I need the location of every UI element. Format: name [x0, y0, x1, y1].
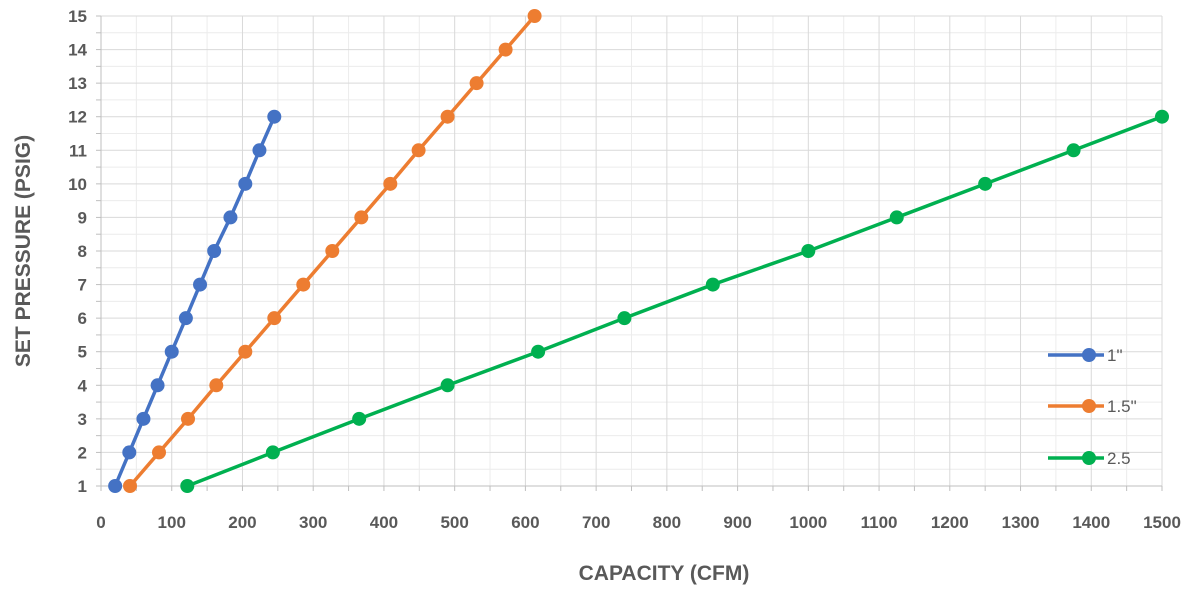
- x-tick-label: 900: [723, 513, 751, 532]
- data-point: [411, 143, 426, 158]
- data-point: [978, 176, 993, 191]
- data-point: [265, 445, 280, 460]
- series-line: [186, 115, 1163, 488]
- data-point: [267, 311, 282, 326]
- y-tick-label: 12: [68, 108, 87, 127]
- y-tick-label: 4: [78, 376, 88, 395]
- y-tick-label: 3: [78, 410, 87, 429]
- data-point: [498, 42, 513, 57]
- data-point: [180, 479, 195, 493]
- legend: 1" 1.5" 2.5: [1048, 346, 1137, 468]
- x-tick-label: 1400: [1072, 513, 1110, 532]
- data-point: [705, 277, 720, 292]
- data-point: [440, 109, 455, 124]
- data-point: [123, 479, 138, 493]
- data-point: [150, 378, 165, 393]
- x-tick-label: 800: [653, 513, 681, 532]
- x-tick-labels: 0 100 200 300 400 500 600 700 800 900 1000 1100 1200…: [96, 513, 1181, 532]
- legend-marker: [1082, 348, 1096, 362]
- x-tick-label: 1100: [861, 513, 898, 532]
- data-point: [181, 411, 196, 426]
- y-tick-label: 8: [78, 242, 87, 261]
- data-point: [207, 244, 222, 258]
- x-tick-label: 200: [228, 513, 256, 532]
- x-tick-label: 400: [370, 513, 398, 532]
- y-tick-label: 13: [68, 74, 87, 93]
- data-point: [617, 311, 632, 326]
- series-1: [108, 109, 282, 493]
- data-point: [440, 378, 455, 393]
- data-point: [178, 311, 193, 326]
- x-tick-label: 0: [96, 513, 105, 532]
- x-tick-label: 300: [299, 513, 327, 532]
- data-point: [383, 176, 398, 191]
- y-tick-label: 10: [68, 175, 87, 194]
- data-point: [193, 277, 208, 292]
- legend-entry: 2.5: [1048, 449, 1131, 468]
- data-point: [296, 277, 311, 292]
- data-point: [352, 411, 367, 426]
- y-tick-label: 1: [78, 477, 87, 496]
- x-tick-label: 100: [158, 513, 186, 532]
- legend-marker: [1082, 451, 1096, 465]
- legend-marker: [1082, 399, 1096, 413]
- x-tick-label: 1000: [789, 513, 827, 532]
- y-tick-label: 7: [78, 276, 87, 295]
- grid: [96, 15, 1163, 491]
- y-tick-label: 2: [78, 443, 87, 462]
- data-point: [527, 9, 542, 23]
- data-point: [889, 210, 904, 225]
- x-tick-label: 1200: [931, 513, 969, 532]
- series-group: [108, 9, 1169, 493]
- y-tick-label: 9: [78, 208, 87, 227]
- y-axis-title: SET PRESSURE (PSIG): [12, 135, 35, 367]
- data-point: [152, 445, 167, 460]
- data-point: [252, 143, 267, 158]
- data-point: [267, 109, 282, 124]
- data-point: [238, 344, 253, 359]
- data-point: [223, 210, 238, 225]
- legend-entry: 1.5": [1048, 397, 1137, 416]
- series-3: [180, 109, 1169, 493]
- data-point: [209, 378, 224, 393]
- data-point: [164, 344, 179, 359]
- series-2: [123, 9, 542, 493]
- legend-label: 2.5: [1107, 449, 1131, 468]
- x-tick-label: 1300: [1002, 513, 1040, 532]
- y-tick-label: 11: [69, 141, 87, 160]
- x-tick-label: 600: [511, 513, 539, 532]
- legend-label: 1": [1107, 346, 1123, 365]
- x-tick-label: 1500: [1143, 513, 1181, 532]
- data-point: [122, 445, 137, 460]
- legend-entry: 1": [1048, 346, 1123, 365]
- data-point: [136, 411, 151, 426]
- data-point: [238, 176, 253, 191]
- data-point: [801, 244, 816, 258]
- data-point: [325, 244, 340, 258]
- data-point: [531, 344, 546, 359]
- x-tick-label: 500: [440, 513, 468, 532]
- y-tick-label: 15: [68, 7, 87, 26]
- data-point: [354, 210, 369, 225]
- y-tick-label: 5: [78, 343, 87, 362]
- data-point: [469, 76, 484, 91]
- x-tick-label: 700: [582, 513, 610, 532]
- data-point: [1066, 143, 1081, 158]
- legend-label: 1.5": [1107, 397, 1137, 416]
- data-point: [1155, 109, 1169, 124]
- y-tick-label: 6: [78, 309, 87, 328]
- y-tick-label: 14: [68, 41, 87, 60]
- x-axis-title: CAPACITY (CFM): [579, 562, 750, 585]
- data-point: [108, 479, 123, 493]
